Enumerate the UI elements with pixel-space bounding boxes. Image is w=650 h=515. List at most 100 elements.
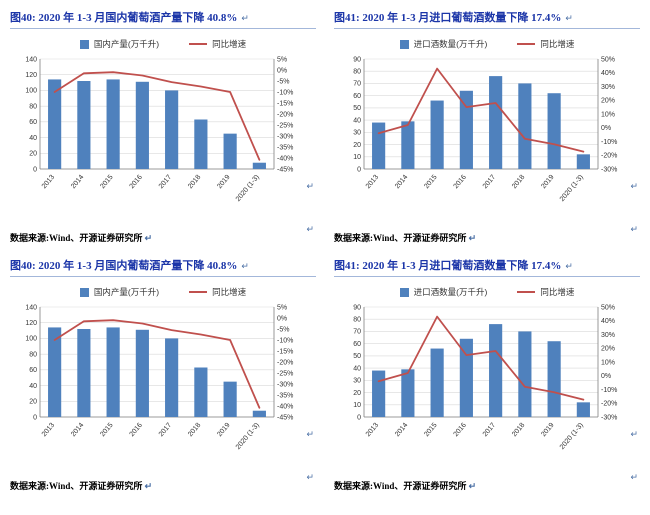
chart-figure: 140 120 100 80 60 40 20 0 5% 0% -5% -10% -15% -20% -25… bbox=[10, 51, 314, 219]
paragraph-mark-icon: ↵ bbox=[241, 261, 249, 271]
svg-text:90: 90 bbox=[353, 304, 361, 311]
svg-text:2015: 2015 bbox=[99, 174, 114, 191]
chart-legend: 国内产量(万千升) 同比增速 bbox=[10, 286, 316, 298]
svg-text:2020 (1-3): 2020 (1-3) bbox=[235, 174, 261, 203]
svg-text:2019: 2019 bbox=[540, 422, 555, 439]
paragraph-mark-icon: ↵ bbox=[144, 481, 153, 491]
svg-text:40: 40 bbox=[353, 365, 361, 372]
legend-item-line: 同比增速 bbox=[189, 286, 246, 298]
svg-text:2018: 2018 bbox=[511, 422, 526, 439]
svg-text:60: 60 bbox=[353, 93, 361, 100]
paragraph-mark-icon: ↵ bbox=[630, 429, 638, 439]
svg-text:20: 20 bbox=[353, 142, 361, 149]
svg-text:-20%: -20% bbox=[601, 153, 617, 160]
svg-text:2017: 2017 bbox=[158, 174, 173, 191]
svg-text:30: 30 bbox=[353, 130, 361, 137]
svg-text:5%: 5% bbox=[277, 304, 287, 311]
source-row: 数据来源:Wind、开源证券研究所 ↵ bbox=[334, 479, 640, 492]
paragraph-mark-icon: ↵ bbox=[144, 233, 153, 243]
legend-item-bar: 国内产量(万千升) bbox=[79, 38, 160, 50]
svg-text:40%: 40% bbox=[601, 318, 615, 325]
legend-bar-label: 国内产量(万千升) bbox=[93, 39, 160, 49]
svg-text:2016: 2016 bbox=[453, 174, 468, 191]
paragraph-mark-icon: ↵ bbox=[630, 472, 638, 482]
svg-text:2014: 2014 bbox=[70, 174, 85, 191]
svg-text:-30%: -30% bbox=[277, 133, 293, 140]
figure-panel-domestic: 图40: 2020 年 1-3 月国内葡萄酒产量下降 40.8% ↵ 国内产量(… bbox=[10, 8, 316, 244]
svg-text:2014: 2014 bbox=[394, 174, 409, 191]
legend-line-swatch-icon bbox=[517, 43, 536, 45]
svg-text:2013: 2013 bbox=[41, 174, 56, 191]
figure-panel-domestic: 图40: 2020 年 1-3 月国内葡萄酒产量下降 40.8% ↵ 国内产量(… bbox=[10, 256, 316, 492]
svg-text:40: 40 bbox=[29, 135, 37, 142]
figure-panel-import: 图41: 2020 年 1-3 月进口葡萄酒数量下降 17.4% ↵ 进口酒数量… bbox=[334, 8, 640, 244]
svg-text:10%: 10% bbox=[601, 111, 615, 118]
svg-text:-15%: -15% bbox=[277, 100, 293, 107]
svg-text:2017: 2017 bbox=[482, 174, 497, 191]
svg-text:-15%: -15% bbox=[277, 348, 293, 355]
svg-text:120: 120 bbox=[25, 320, 37, 327]
svg-text:2013: 2013 bbox=[365, 174, 380, 191]
svg-text:2015: 2015 bbox=[423, 174, 438, 191]
legend-bar-label: 进口酒数量(万千升) bbox=[413, 39, 488, 49]
svg-text:-35%: -35% bbox=[277, 392, 293, 399]
svg-text:30%: 30% bbox=[601, 84, 615, 91]
legend-item-line: 同比增速 bbox=[189, 38, 246, 50]
paragraph-mark-icon: ↵ bbox=[565, 261, 573, 271]
svg-text:2017: 2017 bbox=[158, 422, 173, 439]
svg-text:2018: 2018 bbox=[187, 422, 202, 439]
svg-text:2013: 2013 bbox=[41, 422, 56, 439]
svg-text:2019: 2019 bbox=[216, 174, 231, 191]
paragraph-mark-icon: ↵ bbox=[306, 472, 314, 482]
legend-bar-label: 国内产量(万千升) bbox=[93, 287, 160, 297]
svg-text:-10%: -10% bbox=[277, 337, 293, 344]
svg-text:40: 40 bbox=[29, 383, 37, 390]
figure-title-row: 图40: 2020 年 1-3 月国内葡萄酒产量下降 40.8% ↵ bbox=[10, 8, 316, 29]
svg-text:30: 30 bbox=[353, 378, 361, 385]
svg-text:2018: 2018 bbox=[187, 174, 202, 191]
svg-text:0%: 0% bbox=[601, 373, 611, 380]
svg-text:20: 20 bbox=[353, 390, 361, 397]
svg-text:0: 0 bbox=[33, 414, 37, 421]
legend-item-line: 同比增速 bbox=[517, 286, 574, 298]
svg-text:70: 70 bbox=[353, 329, 361, 336]
svg-text:40%: 40% bbox=[601, 70, 615, 77]
svg-text:-45%: -45% bbox=[277, 414, 293, 421]
svg-text:90: 90 bbox=[353, 56, 361, 63]
svg-text:-25%: -25% bbox=[277, 370, 293, 377]
svg-text:80: 80 bbox=[29, 351, 37, 358]
svg-text:50: 50 bbox=[353, 353, 361, 360]
svg-text:80: 80 bbox=[353, 317, 361, 324]
svg-text:2018: 2018 bbox=[511, 174, 526, 191]
legend-line-swatch-icon bbox=[189, 291, 208, 293]
svg-text:0: 0 bbox=[33, 166, 37, 173]
paragraph-mark-icon: ↵ bbox=[306, 181, 314, 191]
svg-text:2020 (1-3): 2020 (1-3) bbox=[559, 174, 585, 203]
combo-chart: 140 120 100 80 60 40 20 0 5% 0% -5% -10% -15% -20% -25… bbox=[25, 304, 293, 451]
legend-bar-label: 进口酒数量(万千升) bbox=[413, 287, 488, 297]
svg-text:50%: 50% bbox=[601, 304, 615, 311]
source-note: 数据来源:Wind、开源证券研究所 bbox=[10, 233, 143, 243]
empty-paragraph: ↵ bbox=[334, 467, 640, 482]
svg-text:60: 60 bbox=[29, 367, 37, 374]
paragraph-mark-icon: ↵ bbox=[630, 224, 638, 234]
combo-chart: 140 120 100 80 60 40 20 0 5% 0% -5% -10% -15% -20% -25… bbox=[25, 56, 293, 203]
source-note: 数据来源:Wind、开源证券研究所 bbox=[10, 481, 143, 491]
svg-text:100: 100 bbox=[25, 88, 37, 95]
legend-item-bar: 进口酒数量(万千升) bbox=[399, 286, 488, 298]
svg-text:-10%: -10% bbox=[601, 387, 617, 394]
svg-text:-25%: -25% bbox=[277, 122, 293, 129]
svg-text:-40%: -40% bbox=[277, 155, 293, 162]
empty-paragraph: ↵ bbox=[334, 219, 640, 234]
paragraph-mark-icon: ↵ bbox=[306, 429, 314, 439]
paragraph-mark-icon: ↵ bbox=[630, 181, 638, 191]
svg-text:2019: 2019 bbox=[540, 174, 555, 191]
paragraph-mark-icon: ↵ bbox=[468, 481, 477, 491]
empty-paragraph: ↵ bbox=[10, 467, 316, 482]
svg-text:-5%: -5% bbox=[277, 78, 289, 85]
svg-text:80: 80 bbox=[353, 69, 361, 76]
chart-legend: 进口酒数量(万千升) 同比增速 bbox=[334, 286, 640, 298]
svg-text:-20%: -20% bbox=[601, 401, 617, 408]
source-note: 数据来源:Wind、开源证券研究所 bbox=[334, 233, 467, 243]
paragraph-mark-icon: ↵ bbox=[306, 224, 314, 234]
